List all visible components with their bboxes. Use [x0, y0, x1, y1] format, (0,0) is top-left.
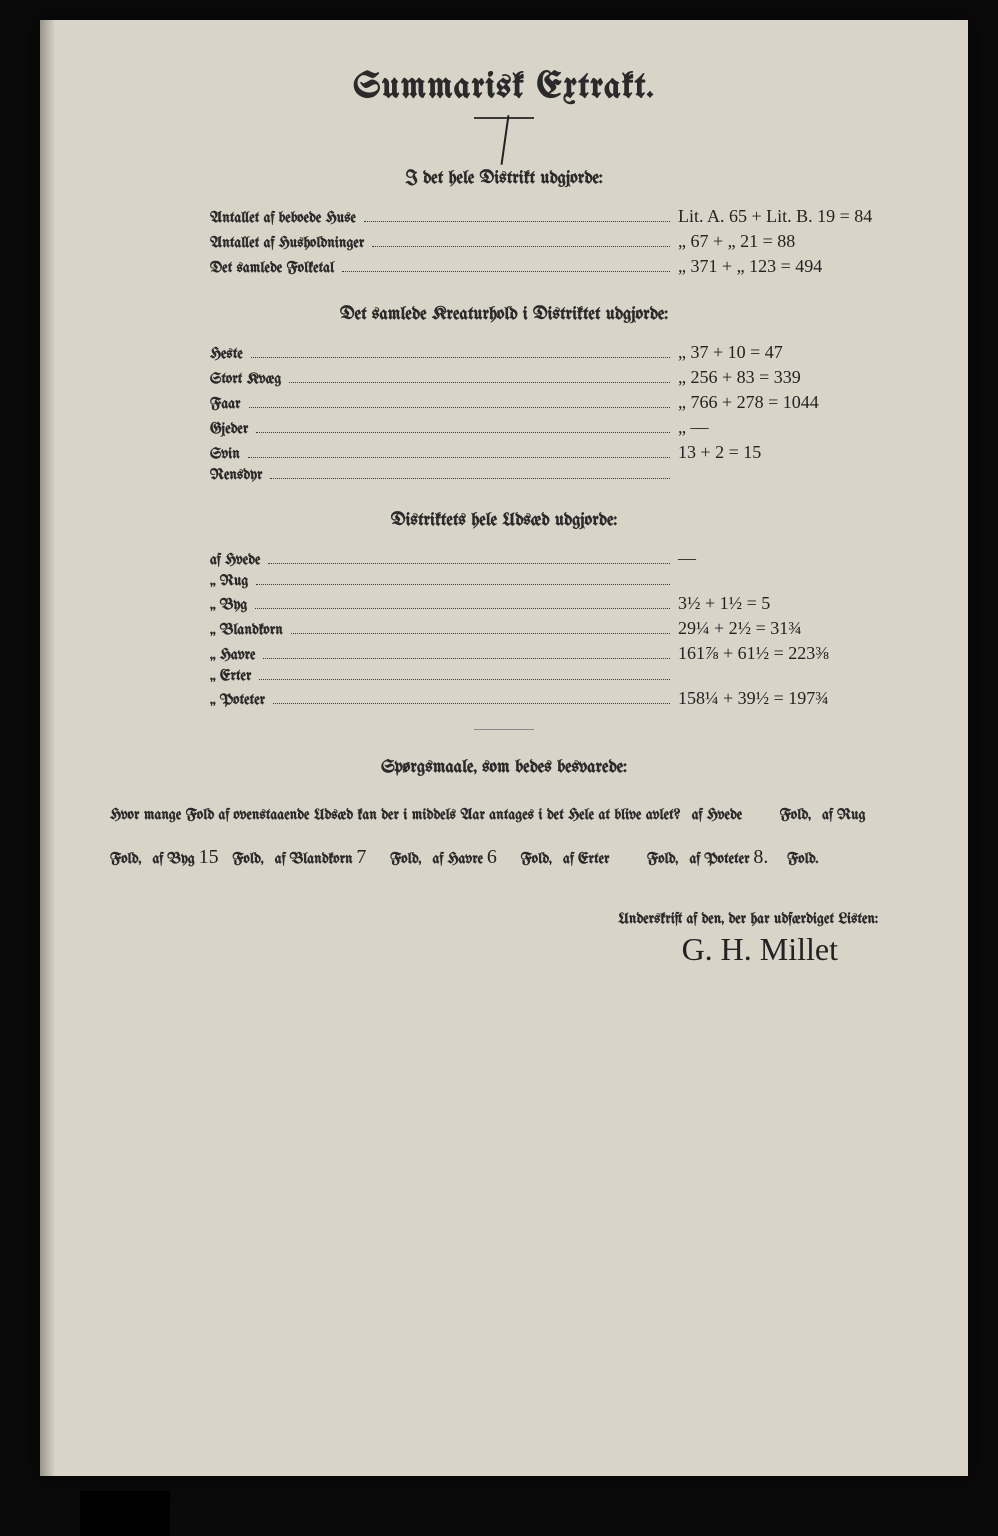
value: „ — — [678, 417, 918, 438]
leader-dots — [364, 220, 670, 222]
q-poteter-label: af Poteter — [689, 851, 749, 867]
leader-dots — [289, 381, 670, 383]
divider — [474, 729, 534, 730]
row-poteter: „ Poteter 158¼ + 39½ = 197¾ — [210, 688, 918, 709]
q-havre-suffix: Fold, — [521, 851, 552, 867]
q-poteter-suffix: Fold. — [787, 851, 818, 867]
value: Lit. A. 65 + Lit. B. 19 = 84 — [678, 206, 918, 227]
value: 3½ + 1½ = 5 — [678, 593, 918, 614]
value: 161⅞ + 61½ = 223⅜ — [678, 643, 918, 664]
label: Antallet af Husholdninger — [210, 235, 364, 251]
value: „ 256 + 83 = 339 — [678, 367, 918, 388]
q-erter-suffix: Fold, — [647, 851, 678, 867]
q-rug-label: af Rug — [822, 807, 865, 823]
questions-block: Hvor mange Fold af ovenstaaende Udsæd ka… — [110, 797, 918, 881]
row-faar: Faar „ 766 + 278 = 1044 — [210, 392, 918, 413]
label: „ Erter — [210, 668, 251, 684]
section2-heading: Det samlede Kreaturhold i Distriktet udg… — [90, 305, 918, 324]
value: „ 67 + „ 21 = 88 — [678, 231, 918, 252]
row-rug: „ Rug — [210, 573, 918, 589]
section2-rows: Heste „ 37 + 10 = 47 Stort Kvæg „ 256 + … — [90, 342, 918, 483]
title-rule — [474, 117, 534, 119]
row-havre: „ Havre 161⅞ + 61½ = 223⅜ — [210, 643, 918, 664]
signature-label: Underskrift af den, der har udfærdiget L… — [90, 911, 878, 927]
q-poteter-value: 8. — [753, 833, 783, 881]
row-blandkorn: „ Blandkorn 29¼ + 2½ = 31¾ — [210, 618, 918, 639]
questions-intro: Hvor mange Fold af ovenstaaende Udsæd ka… — [110, 807, 681, 823]
label: „ Poteter — [210, 692, 265, 708]
q-rug-suffix: Fold, — [110, 851, 141, 867]
leader-dots — [263, 657, 670, 659]
q-byg-value: 15 — [199, 833, 229, 881]
label: „ Byg — [210, 597, 247, 613]
value: 158¼ + 39½ = 197¾ — [678, 688, 918, 709]
q-blandkorn-label: af Blandkorn — [275, 851, 353, 867]
label: af Hvede — [210, 552, 260, 568]
document-page: Summarisk Extrakt. I det hele Distrikt u… — [40, 20, 968, 1476]
row-husholdninger: Antallet af Husholdninger „ 67 + „ 21 = … — [210, 231, 918, 252]
q-havre-label: af Havre — [433, 851, 484, 867]
label: „ Rug — [210, 573, 248, 589]
row-huse: Antallet af beboede Huse Lit. A. 65 + Li… — [210, 206, 918, 227]
row-heste: Heste „ 37 + 10 = 47 — [210, 342, 918, 363]
label: Rensdyr — [210, 467, 262, 483]
leader-dots — [249, 406, 670, 408]
q-hvede-suffix: Fold, — [780, 807, 811, 823]
value: „ 37 + 10 = 47 — [678, 342, 918, 363]
ink-stroke — [501, 115, 510, 165]
q-erter-label: af Erter — [563, 851, 609, 867]
row-erter: „ Erter — [210, 668, 918, 684]
q-blandkorn-value: 7 — [356, 833, 386, 881]
section1-heading: I det hele Distrikt udgjorde: — [90, 169, 918, 188]
q-byg-label: af Byg — [152, 851, 194, 867]
scan-artifact — [80, 1491, 170, 1536]
label: Svin — [210, 446, 240, 462]
questions-heading: Spørgsmaale, som bedes besvarede: — [90, 758, 918, 777]
label: „ Blandkorn — [210, 622, 283, 638]
value: „ 371 + „ 123 = 494 — [678, 256, 918, 277]
label: Faar — [210, 396, 241, 412]
label: Antallet af beboede Huse — [210, 210, 356, 226]
leader-dots — [273, 702, 670, 704]
leader-dots — [372, 245, 670, 247]
leader-dots — [255, 607, 670, 609]
leader-dots — [248, 456, 670, 458]
label: „ Havre — [210, 647, 255, 663]
label: Heste — [210, 346, 243, 362]
q-byg-suffix: Fold, — [232, 851, 263, 867]
leader-dots — [270, 477, 670, 479]
page-title: Summarisk Extrakt. — [90, 70, 918, 107]
row-folketal: Det samlede Folketal „ 371 + „ 123 = 494 — [210, 256, 918, 277]
label: Det samlede Folketal — [210, 260, 334, 276]
row-rensdyr: Rensdyr — [210, 467, 918, 483]
row-svin: Svin 13 + 2 = 15 — [210, 442, 918, 463]
leader-dots — [342, 270, 670, 272]
leader-dots — [256, 431, 670, 433]
q-hvede-label: af Hvede — [692, 807, 742, 823]
row-kvaeg: Stort Kvæg „ 256 + 83 = 339 — [210, 367, 918, 388]
leader-dots — [291, 632, 670, 634]
value: 29¼ + 2½ = 31¾ — [678, 618, 918, 639]
leader-dots — [268, 562, 670, 564]
label: Stort Kvæg — [210, 371, 281, 387]
label: Gjeder — [210, 421, 248, 437]
value: 13 + 2 = 15 — [678, 442, 918, 463]
row-byg: „ Byg 3½ + 1½ = 5 — [210, 593, 918, 614]
section3-heading: Distriktets hele Udsæd udgjorde: — [90, 511, 918, 530]
leader-dots — [251, 356, 670, 358]
value: „ 766 + 278 = 1044 — [678, 392, 918, 413]
row-hvede: af Hvede — — [210, 548, 918, 569]
value: — — [678, 548, 918, 569]
q-blandkorn-suffix: Fold, — [390, 851, 421, 867]
section1-rows: Antallet af beboede Huse Lit. A. 65 + Li… — [90, 206, 918, 277]
signature-value: G. H. Millet — [90, 931, 838, 968]
leader-dots — [256, 583, 670, 585]
row-gjeder: Gjeder „ — — [210, 417, 918, 438]
section3-rows: af Hvede — „ Rug „ Byg 3½ + 1½ = 5 „ Bla… — [90, 548, 918, 709]
q-havre-value: 6 — [487, 833, 517, 881]
leader-dots — [259, 678, 670, 680]
